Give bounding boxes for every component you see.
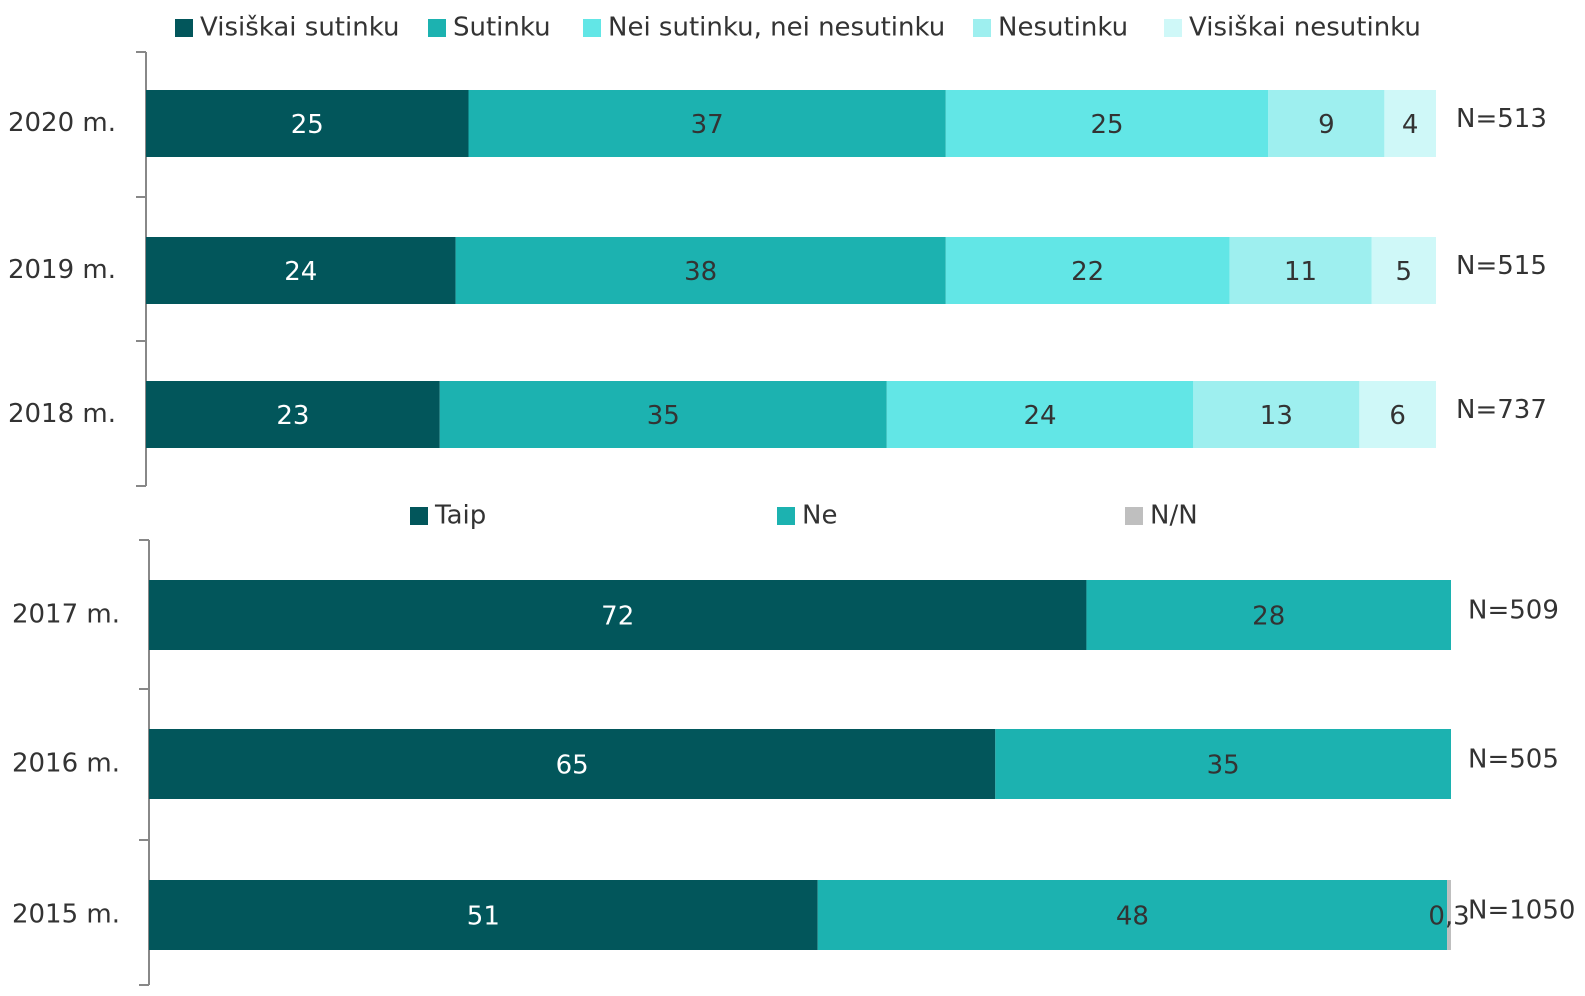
legend-swatch [1164, 19, 1182, 37]
bar-segment [149, 880, 818, 950]
value-label: 48 [1116, 902, 1149, 932]
bar-segment [149, 580, 1087, 650]
value-label: 35 [1207, 751, 1240, 781]
value-label: 0,3 [1428, 902, 1469, 932]
bar-segment [1229, 237, 1372, 304]
value-label: 25 [291, 110, 324, 140]
legend-label: Ne [802, 501, 837, 531]
legend-label: Visiškai sutinku [200, 13, 399, 43]
value-label: 51 [467, 902, 500, 932]
legend-swatch [973, 19, 991, 37]
value-label: 35 [647, 401, 680, 431]
value-label: 38 [684, 257, 717, 287]
legend-label: Nei sutinku, nei nesutinku [608, 13, 945, 43]
category-label: 2020 m. [8, 108, 116, 138]
bar-segment [455, 237, 946, 304]
value-label: 6 [1389, 401, 1406, 431]
legend-swatch [410, 507, 428, 525]
legend-label: Sutinku [453, 13, 551, 43]
value-label: 23 [276, 401, 309, 431]
bar-segment [817, 880, 1448, 950]
bar-segment [945, 237, 1230, 304]
bar-segment [149, 729, 996, 799]
category-label: 2017 m. [12, 600, 120, 630]
sample-size: N=737 [1456, 395, 1547, 425]
bar-segment [945, 90, 1269, 157]
sample-size: N=505 [1468, 745, 1559, 775]
legend-label: Visiškai nesutinku [1189, 13, 1421, 43]
value-label: 5 [1395, 257, 1412, 287]
legend-swatch [777, 507, 795, 525]
legend-swatch [583, 19, 601, 37]
value-label: 24 [284, 257, 317, 287]
value-label: 13 [1260, 401, 1293, 431]
legend-swatch [1125, 507, 1143, 525]
value-label: 65 [556, 751, 589, 781]
value-label: 24 [1024, 401, 1057, 431]
value-label: 22 [1071, 257, 1104, 287]
bar-segment [995, 729, 1451, 799]
category-label: 2016 m. [12, 749, 120, 779]
bar-segment [146, 381, 440, 448]
value-label: 9 [1318, 110, 1335, 140]
value-label: 28 [1252, 602, 1285, 632]
value-label: 37 [691, 110, 724, 140]
legend-swatch [175, 19, 193, 37]
bar-segment [146, 90, 469, 157]
bar-segment [468, 90, 946, 157]
bar-segment [1086, 580, 1451, 650]
legend-label: Taip [434, 501, 486, 531]
bar-segment [439, 381, 887, 448]
bar-segment [146, 237, 456, 304]
legend-swatch [428, 19, 446, 37]
sample-size: N=1050 [1468, 896, 1575, 926]
value-label: 11 [1284, 257, 1317, 287]
value-label: 4 [1402, 110, 1419, 140]
bar-segment [886, 381, 1194, 448]
category-label: 2019 m. [8, 255, 116, 285]
category-label: 2015 m. [12, 900, 120, 930]
bar-segment [1359, 381, 1436, 448]
sample-size: N=509 [1468, 596, 1559, 626]
bar-segment [1447, 880, 1451, 950]
bar-segment [1371, 237, 1436, 304]
value-label: 72 [601, 602, 634, 632]
sample-size: N=515 [1456, 251, 1547, 281]
sample-size: N=513 [1456, 104, 1547, 134]
bar-segment [1268, 90, 1385, 157]
category-label: 2018 m. [8, 399, 116, 429]
legend-label: N/N [1150, 501, 1198, 531]
legend-label: Nesutinku [998, 13, 1128, 43]
value-label: 25 [1091, 110, 1124, 140]
bar-segment [1193, 381, 1360, 448]
bar-segment [1384, 90, 1436, 157]
